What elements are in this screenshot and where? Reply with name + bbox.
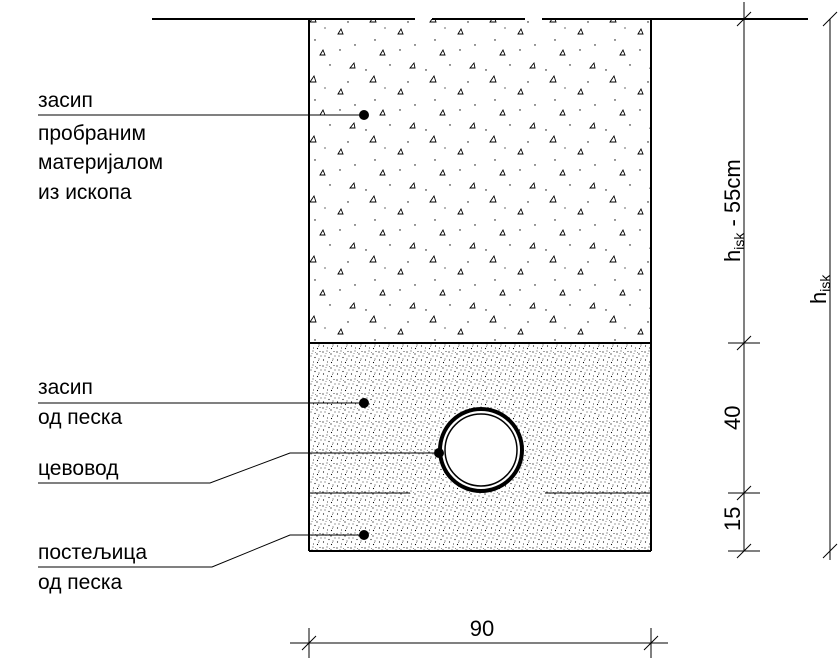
label-bedding-1: постељица	[38, 541, 147, 564]
dim-width: 90	[470, 616, 494, 641]
trench-walls	[308, 19, 652, 552]
label-pipe: цевовод	[38, 457, 118, 480]
leader-excavated-fill	[38, 110, 369, 120]
leader-sand-fill	[38, 398, 369, 408]
dimension-line-vertical	[728, 2, 760, 559]
dim-top-fill: hisk - 55cm	[720, 159, 747, 262]
pipe-section	[438, 407, 524, 493]
leader-bedding	[38, 530, 369, 568]
dimension-line-total	[822, 11, 838, 560]
label-fill-excavated-2: пробраним	[38, 122, 146, 145]
dim-total: hisk	[806, 274, 833, 304]
leader-pipe	[38, 448, 444, 484]
dimension-line-width	[290, 628, 668, 658]
excavated-fill-zone	[309, 19, 651, 343]
label-bedding-2: од песка	[38, 571, 123, 594]
label-fill-excavated-3: материјалом	[38, 151, 163, 174]
dim-sand-fill: 40	[720, 406, 745, 430]
label-fill-excavated-4: из ископа	[38, 181, 132, 204]
label-fill-sand-1: засип	[38, 376, 93, 399]
label-fill-sand-2: од песка	[38, 406, 123, 429]
label-fill-excavated-1: засип	[38, 89, 93, 112]
dim-bedding: 15	[720, 507, 745, 531]
